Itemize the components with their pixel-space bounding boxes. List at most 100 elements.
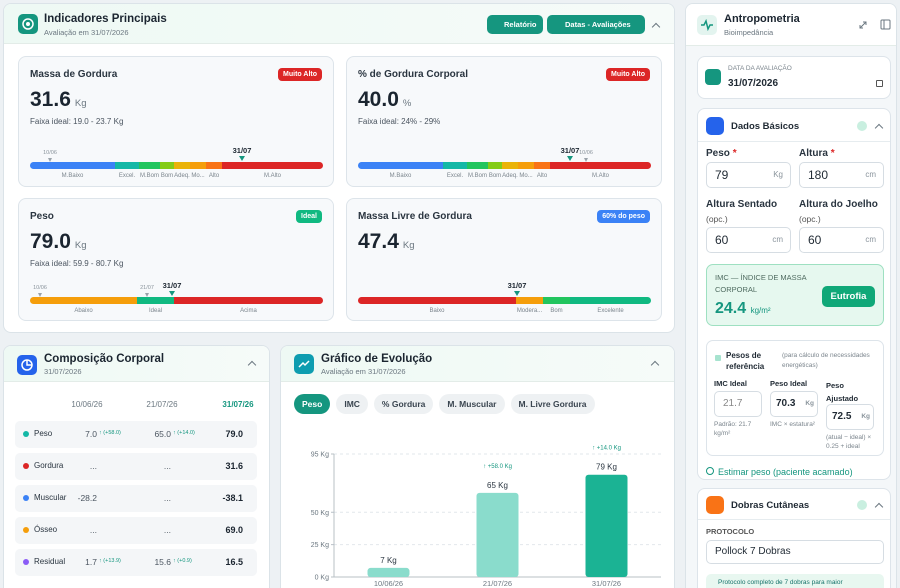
value-label: 7 Kg <box>380 556 396 565</box>
ref-input[interactable]: 21.7 <box>714 391 762 417</box>
tab[interactable]: M. Livre Gordura <box>510 394 595 414</box>
row-dot <box>23 495 29 501</box>
unit: Kg <box>74 240 87 251</box>
input-value: 72.5 <box>832 411 852 422</box>
sitting-height-input[interactable]: 60 cm <box>706 227 791 253</box>
protocol-label: PROTOCOLO <box>706 527 755 536</box>
sidebar-header <box>686 4 896 46</box>
row-dot <box>23 527 29 533</box>
row-name: Peso <box>34 429 53 438</box>
y-tick-label: 95 Kg <box>311 452 329 459</box>
marker-label: 10/06 <box>579 150 593 156</box>
link-text: Estimar peso (paciente acamado) <box>718 467 853 477</box>
composition-date: 31/07/2026 <box>44 367 82 376</box>
segment-label: Excel. <box>446 173 464 179</box>
bar <box>367 567 410 577</box>
weight-input[interactable]: 79 Kg <box>706 162 791 188</box>
composition-row: Gordura...... 31.6 <box>15 453 257 480</box>
ref-caption: IMC × estatura² <box>770 421 815 428</box>
skinfold-card: Dobras Cutâneas PROTOCOLO Pollock 7 Dobr… <box>697 488 891 588</box>
composition-header <box>4 346 269 382</box>
ref-input[interactable]: 70.3 Kg <box>770 391 818 417</box>
gauge-segment <box>115 162 139 169</box>
marker-arrow <box>169 291 175 296</box>
gauge-segment <box>550 162 651 169</box>
label-text: Altura Sentado <box>706 199 778 210</box>
cell: 79.0 <box>225 429 243 439</box>
sidebar-title: Antropometria <box>724 13 800 25</box>
reference-box: Pesos de referência (para cálculo de nec… <box>706 340 884 456</box>
cell: 31.6 <box>225 461 243 471</box>
row-name: Residual <box>34 557 66 566</box>
segment-label: Excel. <box>118 173 136 179</box>
icon <box>701 18 713 32</box>
cell: ... <box>163 525 171 535</box>
estimate-link[interactable]: Estimar peso (paciente acamado) <box>706 467 853 477</box>
value-label: 79 Kg <box>596 463 617 472</box>
cell: ... <box>163 461 171 471</box>
label-text: Peso <box>706 148 730 159</box>
label-note: (opc.) <box>706 214 728 224</box>
tab[interactable]: Peso <box>294 394 331 414</box>
report-button[interactable]: Relatório <box>487 15 543 34</box>
gauge-segment <box>160 162 174 169</box>
card-title: Peso <box>30 211 54 222</box>
collapse-icon[interactable] <box>874 502 884 512</box>
gauge-segment <box>534 162 550 169</box>
marker-label: 31/07 <box>162 281 182 290</box>
basic-icon <box>706 117 724 135</box>
tab[interactable]: M. Muscular <box>439 394 505 414</box>
sidebar-icon <box>697 15 717 35</box>
collapse-icon[interactable] <box>874 123 884 133</box>
segment-label: Bom <box>488 173 502 179</box>
y-tick-label: 50 Kg <box>311 510 329 517</box>
segment-label: Mo... <box>519 173 533 179</box>
row-dot <box>23 559 29 565</box>
sidebar-subtitle: Bioimpedância <box>724 28 774 37</box>
gauge-segment <box>570 297 651 304</box>
cell: 7.0 <box>85 429 97 439</box>
card-title: Massa Livre de Gordura <box>358 211 472 222</box>
input-unit: Kg <box>805 400 814 407</box>
composition-panel: Composição Corporal 31/07/2026 10/06/26 2… <box>3 345 270 588</box>
gauge-segment <box>222 162 323 169</box>
date-card: DATA DA AVALIAÇÃO 31/07/2026 <box>697 56 891 99</box>
gauge-segment <box>543 297 570 304</box>
delta-label: ↑ +58.0 Kg <box>483 464 512 470</box>
tab[interactable]: % Gordura <box>373 394 434 414</box>
input-unit: cm <box>865 170 876 179</box>
window-icons[interactable] <box>858 18 892 32</box>
input-value: 70.3 <box>776 398 796 409</box>
gauge-bar <box>358 297 651 304</box>
gauge-bar <box>30 297 323 304</box>
divider <box>698 519 890 520</box>
ref-input[interactable]: 72.5 Kg <box>826 404 874 430</box>
indicator-card: Massa de Gordura Muito Alto 31.6 Kg Faixa id… <box>18 56 334 187</box>
cell: -38.1 <box>222 493 243 503</box>
tab[interactable]: IMC <box>336 394 368 414</box>
segment-label: Abaixo <box>74 308 93 314</box>
segment-label: Adeq. <box>502 173 518 179</box>
knee-height-input[interactable]: 60 cm <box>799 227 884 253</box>
evolution-icon <box>294 354 314 374</box>
cell: ... <box>163 493 171 503</box>
cell: 69.0 <box>225 525 243 535</box>
calendar-button[interactable] <box>876 80 883 87</box>
column-header: 21/07/26 <box>146 400 178 409</box>
height-input[interactable]: 180 cm <box>799 162 884 188</box>
delta: ↑ (+14.0) <box>173 430 195 436</box>
segment-label: M.Baixo <box>389 173 412 179</box>
segment-label: M.Baixo <box>61 173 84 179</box>
bar <box>585 474 628 577</box>
evolution-header <box>281 346 674 382</box>
bmi-value: 24.4 kg/m² <box>715 300 771 318</box>
marker-label: 21/07 <box>140 285 154 291</box>
protocol-select[interactable]: Pollock 7 Dobras <box>706 540 884 564</box>
dates-button[interactable]: Datas - Avaliações <box>547 15 645 34</box>
value: 79.0 <box>30 230 71 253</box>
label-note: (opc.) <box>799 214 821 224</box>
marker-arrow <box>567 156 573 161</box>
segment-label: Alto <box>208 173 220 179</box>
marker-label: 31/07 <box>507 281 527 290</box>
